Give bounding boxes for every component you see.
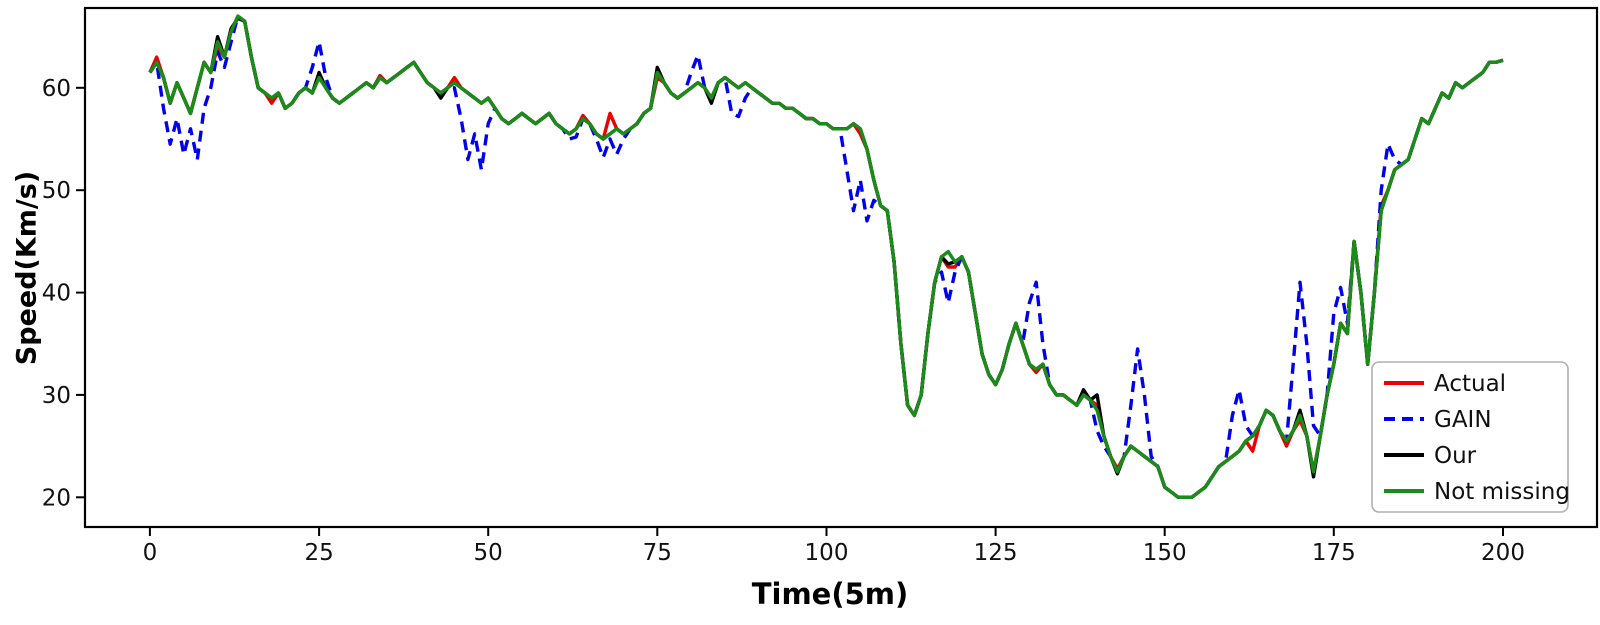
y-tick-label: 30 xyxy=(42,383,71,409)
legend-label: Actual xyxy=(1434,371,1506,397)
series-line-gain xyxy=(148,14,1504,499)
y-tick-label: 40 xyxy=(42,281,71,307)
y-axis-title: Speed(Km/s) xyxy=(11,170,43,366)
x-tick-label: 125 xyxy=(974,540,1018,566)
x-tick-label: 75 xyxy=(643,540,672,566)
y-axis: 20 30 40 50 60 xyxy=(42,76,85,511)
y-tick-label: 60 xyxy=(42,76,71,102)
series-line-not-missing xyxy=(148,14,1504,499)
x-tick-label: 200 xyxy=(1481,540,1525,566)
x-axis-title: Time(5m) xyxy=(751,577,909,611)
legend-label: Our xyxy=(1434,443,1477,469)
legend-item-gain: GAIN xyxy=(1384,407,1492,433)
legend-item-actual: Actual xyxy=(1384,371,1506,397)
legend-item-our: Our xyxy=(1384,443,1477,469)
legend-label: GAIN xyxy=(1434,407,1492,433)
x-tick-label: 0 xyxy=(143,540,158,566)
series-line-actual xyxy=(148,14,1504,499)
x-axis: 0 25 50 75 100 125 150 175 200 xyxy=(143,527,1525,566)
x-tick-label: 100 xyxy=(805,540,849,566)
y-tick-label: 50 xyxy=(42,178,71,204)
legend: Actual GAIN Our Not missing xyxy=(1371,361,1570,513)
x-tick-label: 50 xyxy=(474,540,503,566)
legend-item-not-missing: Not missing xyxy=(1384,479,1570,505)
legend-label: Not missing xyxy=(1434,479,1570,505)
y-tick-label: 20 xyxy=(42,485,71,511)
legend-box xyxy=(1371,361,1569,513)
plot-border xyxy=(83,6,1599,529)
x-tick-label: 175 xyxy=(1312,540,1356,566)
x-tick-label: 150 xyxy=(1143,540,1187,566)
x-tick-label: 25 xyxy=(304,540,333,566)
series-line-our xyxy=(148,16,1504,499)
